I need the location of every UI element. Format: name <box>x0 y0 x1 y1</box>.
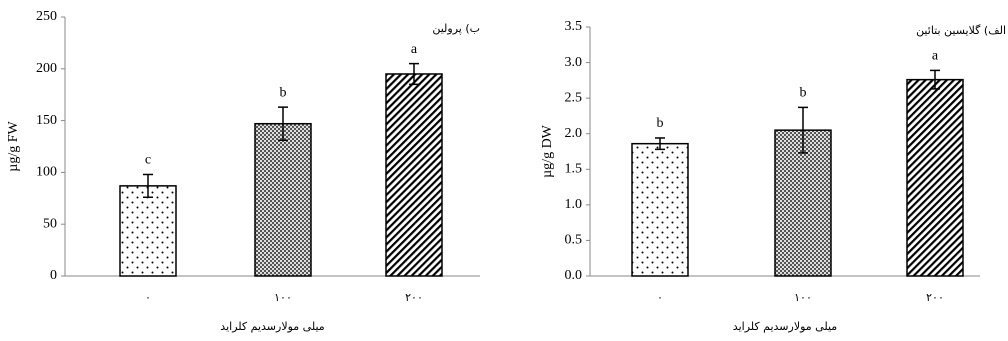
error-bar <box>278 106 288 142</box>
y-tick-label: 0 <box>50 268 57 283</box>
x-tick-label: ۱۰۰ <box>794 291 812 304</box>
x-axis-label: میلی مولارسدیم کلراید <box>220 320 324 333</box>
y-tick-label: 200 <box>36 61 57 76</box>
chart-title: الف) گلایسین بتائین <box>916 24 1006 37</box>
y-tick-label: 2.0 <box>565 126 583 141</box>
significance-letter: a <box>932 49 939 64</box>
y-tick-label: 50 <box>43 216 57 231</box>
significance-letter: a <box>411 42 418 57</box>
y-tick-label: 3.5 <box>565 19 583 34</box>
bar <box>906 78 964 277</box>
bar <box>119 185 177 277</box>
y-axis-label: µg/g FW <box>6 120 21 171</box>
y-tick-label: 2.5 <box>565 90 583 105</box>
y-tick-label: 0.0 <box>565 268 583 283</box>
y-tick-label: 1.0 <box>565 197 583 212</box>
bar <box>631 142 689 277</box>
x-tick-label: ۱۰۰ <box>274 291 292 304</box>
error-bar <box>798 106 808 154</box>
significance-letter: b <box>280 85 287 100</box>
x-tick-label: ۰ <box>145 291 151 304</box>
significance-letter: b <box>657 116 664 131</box>
y-tick-label: 1.5 <box>565 162 583 177</box>
significance-letter: c <box>145 153 151 168</box>
chart-title: ب) پرولین <box>432 22 480 35</box>
x-tick-label: ۰ <box>657 291 663 304</box>
y-tick-label: 0.5 <box>565 233 583 248</box>
error-bar <box>143 173 153 199</box>
x-tick-label: ۲۰۰ <box>926 291 944 304</box>
y-tick-label: 100 <box>36 165 57 180</box>
x-axis-label: میلی مولارسدیم کلراید <box>733 320 837 333</box>
error-bar <box>409 62 419 86</box>
y-tick-label: 250 <box>36 9 57 24</box>
bar <box>254 122 312 277</box>
y-tick-label: 3.0 <box>565 55 583 70</box>
y-axis-label: µg/g DW <box>540 124 555 178</box>
error-bar <box>930 69 940 90</box>
y-tick-label: 150 <box>36 113 57 128</box>
bar <box>385 73 443 277</box>
error-bar <box>655 137 665 151</box>
significance-letter: b <box>800 86 807 101</box>
x-tick-label: ۲۰۰ <box>405 291 423 304</box>
bar <box>774 129 832 277</box>
